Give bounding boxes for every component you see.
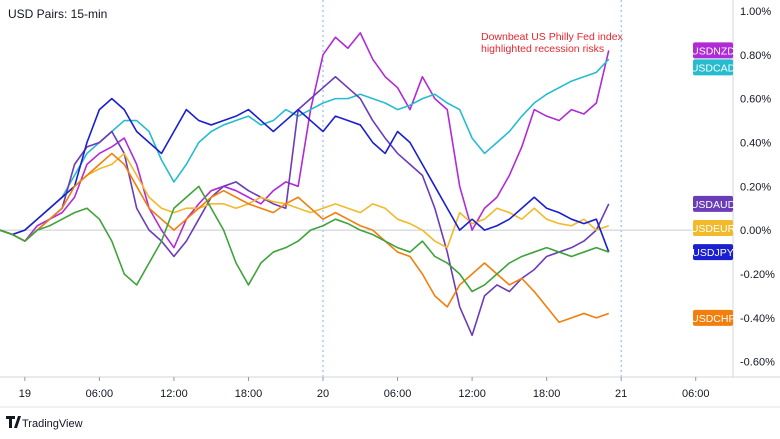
x-tick-label: 20 bbox=[317, 388, 329, 400]
series-line-usdjpy bbox=[0, 97, 610, 253]
x-tick-label: 19 bbox=[19, 388, 31, 400]
tradingview-brand: TradingView bbox=[22, 418, 83, 430]
end-label-text-usdaud: USDAUD bbox=[691, 199, 736, 211]
series-line-usdchf bbox=[0, 152, 610, 324]
chart-title: USD Pairs: 15-min bbox=[8, 7, 107, 21]
x-tick-label: 12:00 bbox=[160, 388, 188, 400]
y-tick-label: -0.60% bbox=[740, 357, 775, 369]
x-tick-label: 06:00 bbox=[384, 388, 412, 400]
series-line-usdeur bbox=[0, 152, 610, 249]
series-layer bbox=[0, 32, 610, 337]
annotation-line-2: highlighted recession risks bbox=[481, 43, 604, 55]
end-label-text-usdchf: USDCHF bbox=[691, 313, 735, 325]
end-label-text-usdnzd: USDNZD bbox=[691, 45, 735, 57]
tradingview-logo-icon bbox=[6, 416, 21, 428]
y-tick-label: 0.00% bbox=[740, 225, 771, 237]
separator-layer bbox=[0, 0, 733, 377]
series-line-usdnzd bbox=[0, 32, 610, 249]
y-tick-label: 0.80% bbox=[740, 50, 771, 62]
y-tick-label: 0.20% bbox=[740, 181, 771, 193]
end-label-badge-usdcad bbox=[693, 59, 733, 76]
x-tick-label: 18:00 bbox=[533, 388, 561, 400]
end-label-text-usdeur: USDEUR bbox=[691, 223, 736, 235]
series-line-usdaud bbox=[0, 75, 610, 337]
y-tick-label: -0.20% bbox=[740, 269, 775, 281]
y-tick-label: -0.40% bbox=[740, 313, 775, 325]
end-label-badge-usdnzd bbox=[693, 42, 733, 59]
y-tick-label: 0.60% bbox=[740, 94, 771, 106]
y-axis: 1.00% 0.80% 0.60% 0.40% 0.20% 0.00% -0.20% -0.4… bbox=[740, 6, 775, 369]
end-label-text-usdcad: USDCAD bbox=[691, 62, 736, 74]
y-tick-label: 0.40% bbox=[740, 137, 771, 149]
end-label-badge-usdaud bbox=[693, 195, 733, 212]
end-label-badge-usdchf bbox=[693, 309, 733, 326]
series-line-usdaud2 bbox=[0, 185, 610, 293]
end-labels: USDNZD USDCAD USDAUD USDEUR USDJPY USDCHF bbox=[691, 42, 736, 326]
x-axis: 19 06:00 12:00 18:00 20 06:00 12:00 18:00 21 06:0… bbox=[19, 377, 710, 400]
x-tick-label: 06:00 bbox=[86, 388, 114, 400]
x-tick-label: 21 bbox=[615, 388, 627, 400]
x-tick-label: 12:00 bbox=[458, 388, 486, 400]
x-tick-label: 06:00 bbox=[682, 388, 710, 400]
end-label-badge-usdjpy bbox=[693, 244, 733, 261]
end-label-badge-usdeur bbox=[693, 219, 733, 236]
annotation-line-1: Downbeat US Philly Fed index bbox=[481, 31, 624, 43]
y-tick-label: 1.00% bbox=[740, 6, 771, 18]
x-tick-label: 18:00 bbox=[235, 388, 263, 400]
end-label-text-usdjpy: USDJPY bbox=[692, 247, 733, 259]
